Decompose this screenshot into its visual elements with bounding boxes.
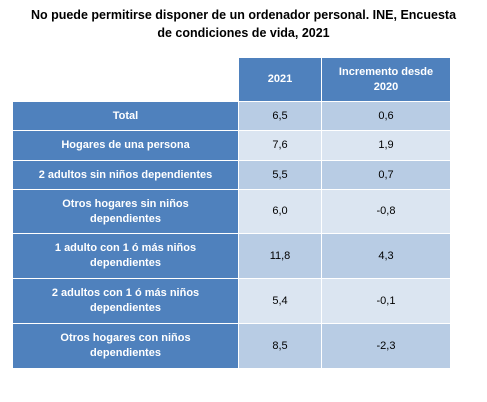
table-title-line-1: No puede permitirse disponer de un orden… (30, 8, 457, 22)
value-2021: 8,5 (238, 323, 322, 369)
value-2021: 6,5 (238, 101, 322, 131)
value-increment: 4,3 (321, 233, 451, 279)
row-label: Otros hogares sin niños dependientes (12, 189, 239, 234)
row-label-text: Hogares de una persona (61, 139, 190, 151)
row-label-text: 2 adultos sin niños dependientes (38, 168, 213, 181)
row-label-line-1: Otros hogares con niños (60, 332, 191, 344)
value-2021: 6,0 (238, 189, 322, 234)
row-label: Hogares de una persona (12, 130, 239, 161)
value-2021: 7,6 (238, 130, 322, 161)
table-row: Otros hogares sin niños dependientes 6,0… (12, 189, 451, 234)
column-header-2021: 2021 (238, 57, 322, 102)
table-row: Hogares de una persona 7,6 1,9 (12, 130, 451, 161)
column-header-increment-line-1: Incremento desde (338, 65, 434, 78)
column-header-increment-line-2: 2020 (373, 80, 399, 93)
value-2021: 11,8 (238, 233, 322, 279)
table-row: 1 adulto con 1 ó más niños dependientes … (12, 233, 451, 279)
corner-cell (12, 57, 239, 102)
table-title-line-2: de condiciones de vida, 2021 (157, 26, 330, 40)
row-label-line-1: 2 adultos con 1 ó más niños (51, 287, 200, 299)
table-row: Total 6,5 0,6 (12, 101, 451, 131)
value-increment: -2,3 (321, 323, 451, 369)
row-label-text: Total (112, 109, 139, 122)
data-table: 2021 Incremento desde 2020 Total 6,5 0,6… (12, 57, 451, 369)
value-increment: 0,7 (321, 160, 451, 190)
column-header-increment: Incremento desde 2020 (321, 57, 451, 102)
table-row: Otros hogares con niños dependientes 8,5… (12, 323, 451, 369)
row-label-line-2: dependientes (90, 257, 161, 269)
row-label-line-2: dependientes (90, 347, 161, 359)
row-label: Total (12, 101, 239, 131)
value-2021: 5,5 (238, 160, 322, 190)
table-row: 2 adultos sin niños dependientes 5,5 0,7 (12, 160, 451, 190)
value-increment: -0,8 (321, 189, 451, 234)
table-row: 2 adultos con 1 ó más niños dependientes… (12, 278, 451, 324)
row-label: Otros hogares con niños dependientes (12, 323, 239, 369)
row-label-line-2: dependientes (90, 302, 161, 314)
value-increment: -0,1 (321, 278, 451, 324)
row-label-line-1: Otros hogares sin niños (62, 197, 189, 210)
table-title: No puede permitirse disponer de un orden… (0, 6, 487, 42)
value-2021: 5,4 (238, 278, 322, 324)
row-label-line-2: dependientes (90, 212, 161, 225)
header-row: 2021 Incremento desde 2020 (12, 57, 451, 102)
row-label: 1 adulto con 1 ó más niños dependientes (12, 233, 239, 279)
value-increment: 1,9 (321, 130, 451, 161)
row-label: 2 adultos sin niños dependientes (12, 160, 239, 190)
row-label-line-1: 1 adulto con 1 ó más niños (54, 242, 197, 254)
row-label: 2 adultos con 1 ó más niños dependientes (12, 278, 239, 324)
column-header-2021-text: 2021 (267, 73, 293, 85)
value-increment: 0,6 (321, 101, 451, 131)
